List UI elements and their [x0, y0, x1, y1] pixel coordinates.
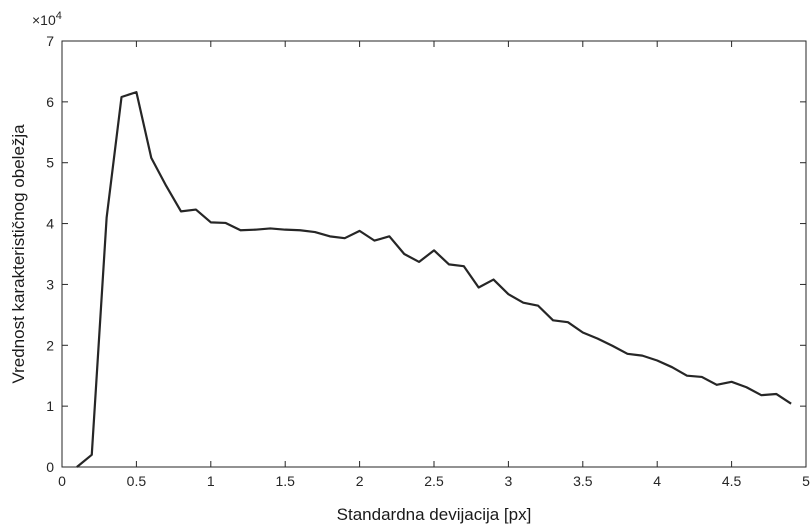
- x-axis-label: Standardna devijacija [px]: [337, 505, 532, 524]
- y-tick-label: 0: [46, 459, 54, 475]
- x-tick-label: 3.5: [573, 473, 593, 489]
- y-tick-label: 6: [46, 94, 54, 110]
- x-tick-label: 1.5: [275, 473, 295, 489]
- y-axis-label: Vrednost karakterističnog obeležja: [9, 124, 28, 384]
- y-tick-label: 7: [46, 33, 54, 49]
- y-exponent-power: 4: [56, 10, 62, 22]
- x-tick-label: 0: [58, 473, 66, 489]
- x-tick-label: 3: [505, 473, 513, 489]
- y-tick-label: 3: [46, 276, 54, 292]
- x-tick-label: 4: [653, 473, 661, 489]
- y-tick-label: 5: [46, 155, 54, 171]
- y-axis-ticks: 0 1 2 3 4 5 6 7: [46, 33, 806, 475]
- plot-area-frame: [61, 40, 807, 468]
- x-tick-label: 0.5: [127, 473, 147, 489]
- x-tick-label: 5: [802, 473, 810, 489]
- x-tick-label: 1: [207, 473, 215, 489]
- series-line: [76, 91, 792, 468]
- y-exponent-base: ×10: [32, 12, 56, 28]
- y-tick-label: 1: [46, 398, 54, 414]
- y-tick-label: 2: [46, 337, 54, 353]
- x-tick-label: 2.5: [424, 473, 444, 489]
- x-axis-ticks: 0 0.5 1 1.5 2 2.5 3 3.5 4 4.5 5: [58, 41, 810, 489]
- x-tick-label: 4.5: [722, 473, 742, 489]
- y-tick-label: 4: [46, 216, 54, 232]
- x-tick-label: 2: [356, 473, 364, 489]
- y-axis-exponent-label: ×104: [32, 10, 62, 28]
